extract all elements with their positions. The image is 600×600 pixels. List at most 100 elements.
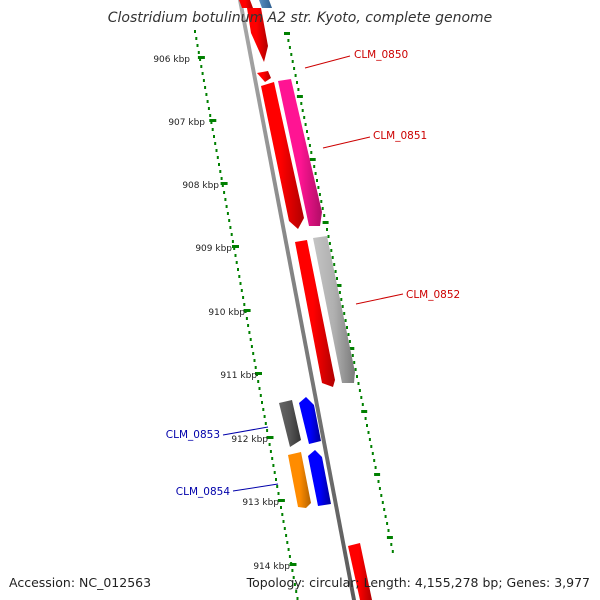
ruler-major-tick: [220, 182, 228, 185]
ruler-dot: [272, 464, 275, 467]
ruler-dot: [239, 282, 242, 285]
outer-ring-dot: [323, 214, 326, 217]
ruler-dot: [228, 219, 231, 222]
ruler-major-tick: [277, 499, 285, 502]
ruler-dot: [215, 149, 218, 152]
ruler-major-tick: [289, 563, 297, 566]
ruler-dot: [194, 30, 196, 33]
outer-ring-dot: [374, 466, 377, 469]
outer-ring-dot: [360, 396, 363, 399]
ruler-dot: [225, 205, 228, 208]
ruler-dot: [235, 261, 238, 264]
ruler-dot: [268, 443, 271, 446]
outer-ring-dot: [322, 221, 329, 224]
ruler-dot: [204, 86, 207, 89]
outer-ring-dot: [335, 284, 342, 287]
gene-arrow-red-large-2: [295, 240, 335, 387]
outer-ring-dot: [303, 116, 306, 119]
outer-ring-dot: [300, 102, 303, 105]
ruler-dot: [248, 331, 251, 334]
outer-ring-dot: [296, 95, 303, 98]
tick-labels: 906 kbp 907 kbp 908 kbp 909 kbp 910 kbp …: [153, 55, 290, 572]
outer-ring-dot: [351, 354, 354, 357]
ruler-dot: [253, 359, 256, 362]
ruler-dot: [213, 135, 215, 138]
outer-ring-dot: [364, 417, 367, 420]
accession-text: Accession: NC_012563: [9, 575, 151, 590]
outer-ring-dot: [313, 165, 316, 168]
label-connectors: [222, 55, 404, 492]
ruler-dot: [291, 569, 294, 572]
outer-ring-dot: [344, 319, 347, 322]
ruler-major-tick: [255, 372, 262, 375]
outer-ring-dot: [291, 60, 294, 63]
outer-ring-dot: [346, 326, 348, 329]
ruler-dot: [210, 121, 213, 124]
gene-arrow-partial-bottom-red: [348, 543, 372, 600]
ruler-dot: [280, 506, 282, 509]
tick-label: 911 kbp: [220, 371, 257, 381]
outer-ring-dot: [386, 536, 393, 539]
ruler-dot: [287, 548, 290, 551]
outer-ring-dot: [357, 382, 360, 385]
ruler-dot: [286, 541, 289, 544]
ruler-dot: [277, 492, 280, 495]
outer-ring-dot: [327, 235, 330, 238]
outer-ring-dot: [294, 74, 297, 77]
tick-label: 912 kbp: [231, 435, 268, 445]
gene-label-clm-0850[interactable]: CLM_0850: [354, 49, 408, 61]
gene-label-clm-0851[interactable]: CLM_0851: [373, 130, 427, 142]
ruler-dot: [242, 296, 245, 299]
ruler-dot: [221, 184, 224, 187]
ruler-dot: [229, 226, 232, 229]
ruler-dot: [214, 142, 217, 145]
ruler-dot: [269, 450, 272, 453]
gene-label-clm-0854[interactable]: CLM_0854: [176, 486, 231, 498]
ruler-dot: [245, 317, 248, 320]
outer-ring-dot: [358, 389, 361, 392]
gene-label-clm-0853[interactable]: CLM_0853: [166, 429, 220, 441]
ruler-dot: [207, 107, 210, 110]
ruler-major-tick: [232, 245, 239, 248]
ruler-dot: [292, 576, 295, 579]
ruler-dot: [230, 233, 233, 236]
gene-label-clm-0852[interactable]: CLM_0852: [406, 289, 460, 301]
outer-ring-dot: [348, 340, 351, 343]
ruler-dot: [250, 345, 253, 348]
ruler-dot: [266, 429, 269, 432]
outer-ring-dot: [391, 550, 394, 553]
ruler-dot: [264, 422, 267, 425]
outer-ring-dot: [293, 67, 296, 70]
gene-arrow-red-large-1: [261, 82, 304, 229]
ruler-dot: [237, 268, 239, 271]
outer-ring-dot: [331, 256, 334, 259]
outer-ring-dot: [309, 158, 316, 161]
outer-ring-dot: [370, 445, 373, 448]
ruler-dot: [261, 401, 263, 404]
gene-arrow-partial-top-steel: [259, 0, 272, 8]
outer-ring-dot: [384, 515, 387, 518]
outer-ring-dot: [304, 123, 307, 126]
map-title: Clostridium botulinum A2 str. Kyoto, com…: [108, 10, 493, 26]
ruler-dot: [218, 163, 220, 166]
tick-label: 914 kbp: [253, 562, 290, 572]
outer-ring-dot: [336, 277, 338, 280]
ruler-dot: [258, 387, 261, 390]
outer-ring-dot: [341, 305, 344, 308]
ruler-dot: [200, 65, 203, 68]
outer-ring-dot: [343, 312, 346, 315]
tick-label: 909 kbp: [195, 244, 232, 254]
ruler-dot: [276, 485, 279, 488]
ruler-dot: [234, 254, 237, 257]
ruler-dot: [243, 303, 246, 306]
outer-ring-dot: [287, 39, 290, 42]
gene-arrow-clm-0853: [279, 400, 301, 447]
outer-ring-dot: [386, 522, 389, 525]
outer-ring-dot: [373, 459, 376, 462]
outer-ring-dot: [288, 46, 291, 49]
ruler-dot: [197, 51, 200, 54]
outer-ring-dot: [348, 347, 355, 350]
ruler-dot: [293, 583, 296, 586]
outer-ring-dot: [338, 291, 341, 294]
outer-ring-dot: [354, 368, 357, 371]
